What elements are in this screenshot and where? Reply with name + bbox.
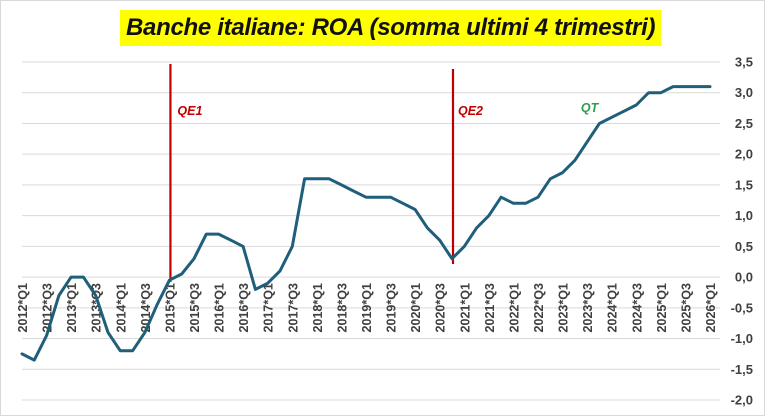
y-tick-label: 1,5 — [735, 177, 753, 192]
x-tick-label: 2022*Q3 — [532, 283, 546, 332]
x-tick-label: 2015*Q1 — [163, 283, 177, 332]
x-tick-label: 2012*Q1 — [16, 283, 30, 332]
x-tick-label: 2012*Q3 — [41, 283, 55, 332]
x-tick-label: 2018*Q1 — [311, 283, 325, 332]
x-tick-label: 2020*Q1 — [409, 283, 423, 332]
x-tick-label: 2019*Q3 — [385, 283, 399, 332]
x-tick-label: 2015*Q3 — [188, 283, 202, 332]
qe2-label: QE2 — [458, 104, 483, 118]
x-tick-label: 2014*Q3 — [139, 283, 153, 332]
x-tick-label: 2016*Q3 — [237, 283, 251, 332]
x-tick-label: 2022*Q1 — [507, 283, 521, 332]
y-tick-label: 1,0 — [735, 208, 753, 223]
x-tick-label: 2026*Q1 — [704, 283, 718, 332]
x-tick-label: 2025*Q3 — [679, 283, 693, 332]
x-tick-label: 2017*Q3 — [286, 283, 300, 332]
x-tick-label: 2016*Q1 — [213, 283, 227, 332]
x-tick-label: 2013*Q1 — [65, 283, 79, 332]
x-tick-label: 2020*Q3 — [434, 283, 448, 332]
y-tick-label: -1,0 — [731, 331, 753, 346]
x-tick-label: 2024*Q3 — [630, 283, 644, 332]
qe1-label: QE1 — [177, 104, 202, 118]
x-tick-label: 2017*Q1 — [262, 283, 276, 332]
x-tick-label: 2018*Q3 — [335, 283, 349, 332]
y-tick-label: 3,0 — [735, 85, 753, 100]
chart-title: Banche italiane: ROA (somma ultimi 4 tri… — [126, 14, 656, 41]
x-tick-label: 2021*Q1 — [458, 283, 472, 332]
x-tick-label: 2023*Q3 — [581, 283, 595, 332]
x-tick-label: 2019*Q1 — [360, 283, 374, 332]
x-tick-label: 2025*Q1 — [655, 283, 669, 332]
x-tick-label: 2014*Q1 — [114, 283, 128, 332]
x-tick-label: 2024*Q1 — [606, 283, 620, 332]
y-tick-label: 3,5 — [735, 55, 753, 70]
y-tick-label: -2,0 — [731, 393, 753, 408]
x-tick-label: 2021*Q3 — [483, 283, 497, 332]
y-tick-label: 0,5 — [735, 239, 753, 254]
y-tick-label: -0,5 — [731, 300, 753, 315]
x-tick-label: 2023*Q1 — [557, 283, 571, 332]
roa-series-line — [20, 85, 712, 362]
y-tick-label: -1,5 — [731, 362, 753, 377]
x-tick-label: 2013*Q3 — [90, 283, 104, 332]
chart-title-box: Banche italiane: ROA (somma ultimi 4 tri… — [120, 10, 662, 46]
y-tick-label: 2,5 — [735, 116, 753, 131]
qt-label: QT — [581, 101, 600, 115]
y-tick-label: 0,0 — [735, 270, 753, 285]
y-tick-label: 2,0 — [735, 147, 753, 162]
